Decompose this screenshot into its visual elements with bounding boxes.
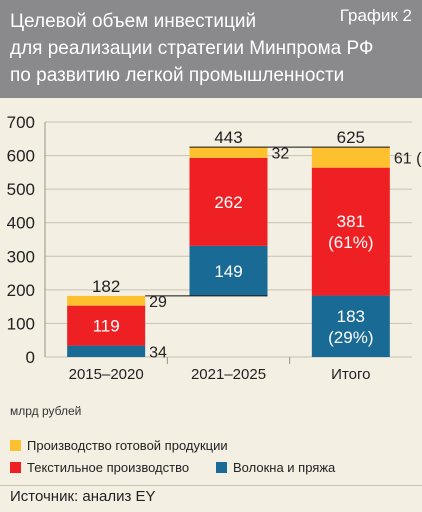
figure-label: График 2 [339, 6, 412, 25]
bar-segment [189, 147, 268, 158]
y-tick-label: 600 [7, 147, 35, 166]
bar-segment [67, 295, 146, 306]
y-tick-label: 400 [7, 214, 35, 233]
data-label: 381 [337, 212, 365, 231]
legend-item-textile: Текстильное производство [10, 460, 189, 475]
chart-title-line: для реализации стратегии Минпрома РФ [10, 38, 374, 59]
bar-segment [189, 245, 268, 296]
data-label: 32 [272, 146, 290, 163]
legend: Производство готовой продукции Текстильн… [10, 436, 415, 486]
legend-swatch [216, 462, 227, 473]
data-label: 183 [337, 307, 365, 326]
legend-label: Волокна и пряжа [233, 460, 336, 475]
divider [0, 485, 422, 486]
x-tick-label: 2015–2020 [69, 366, 144, 383]
chart-title: Целевой объем инвестиций для реализации … [10, 8, 374, 89]
total-label: 625 [337, 128, 365, 147]
y-tick-label: 300 [7, 247, 35, 266]
bar-segment [67, 305, 146, 346]
y-tick-label: 700 [7, 113, 35, 132]
legend-item-finished-goods: Производство готовой продукции [10, 438, 228, 453]
bar-segment [67, 345, 146, 357]
data-label: (61%) [328, 233, 373, 252]
bar-segment [311, 167, 390, 296]
x-tick-label: 2021–2025 [191, 366, 266, 383]
legend-swatch [10, 462, 21, 473]
chart-title-line: по развитию легкой промышленности [10, 65, 345, 86]
data-label: 119 [93, 317, 120, 336]
total-label: 443 [214, 128, 242, 147]
chart-title-line: Целевой объем инвестиций [10, 11, 257, 32]
legend-item-fiber: Волокна и пряжа [216, 460, 335, 475]
bar-segment [311, 147, 390, 168]
data-label: 262 [214, 193, 242, 212]
legend-swatch [10, 440, 21, 451]
bar-segment [189, 157, 268, 246]
chart-plot-area: 0 100 200 300 400 500 600 700 2015–2020 2021–2025… [7, 113, 422, 383]
data-label: 149 [214, 262, 242, 281]
x-tick-label: Итого [331, 366, 370, 383]
data-label: 29 [149, 294, 167, 311]
y-tick-label: 100 [7, 314, 35, 333]
chart-header: Целевой объем инвестиций для реализации … [0, 0, 422, 98]
y-tick-label: 0 [26, 348, 35, 367]
legend-label: Производство готовой продукции [27, 438, 228, 453]
unit-label: млрд рублей [10, 404, 82, 418]
legend-label: Текстильное производство [27, 460, 190, 475]
data-label: 34 [149, 344, 167, 361]
y-tick-label: 200 [7, 281, 35, 300]
bar-segment [311, 295, 390, 357]
data-label: 61 (10%) [394, 150, 422, 167]
y-tick-label: 500 [7, 180, 35, 199]
data-label: (29%) [328, 328, 373, 347]
source-note: Источник: анализ EY [10, 488, 156, 505]
total-label: 182 [92, 277, 120, 296]
